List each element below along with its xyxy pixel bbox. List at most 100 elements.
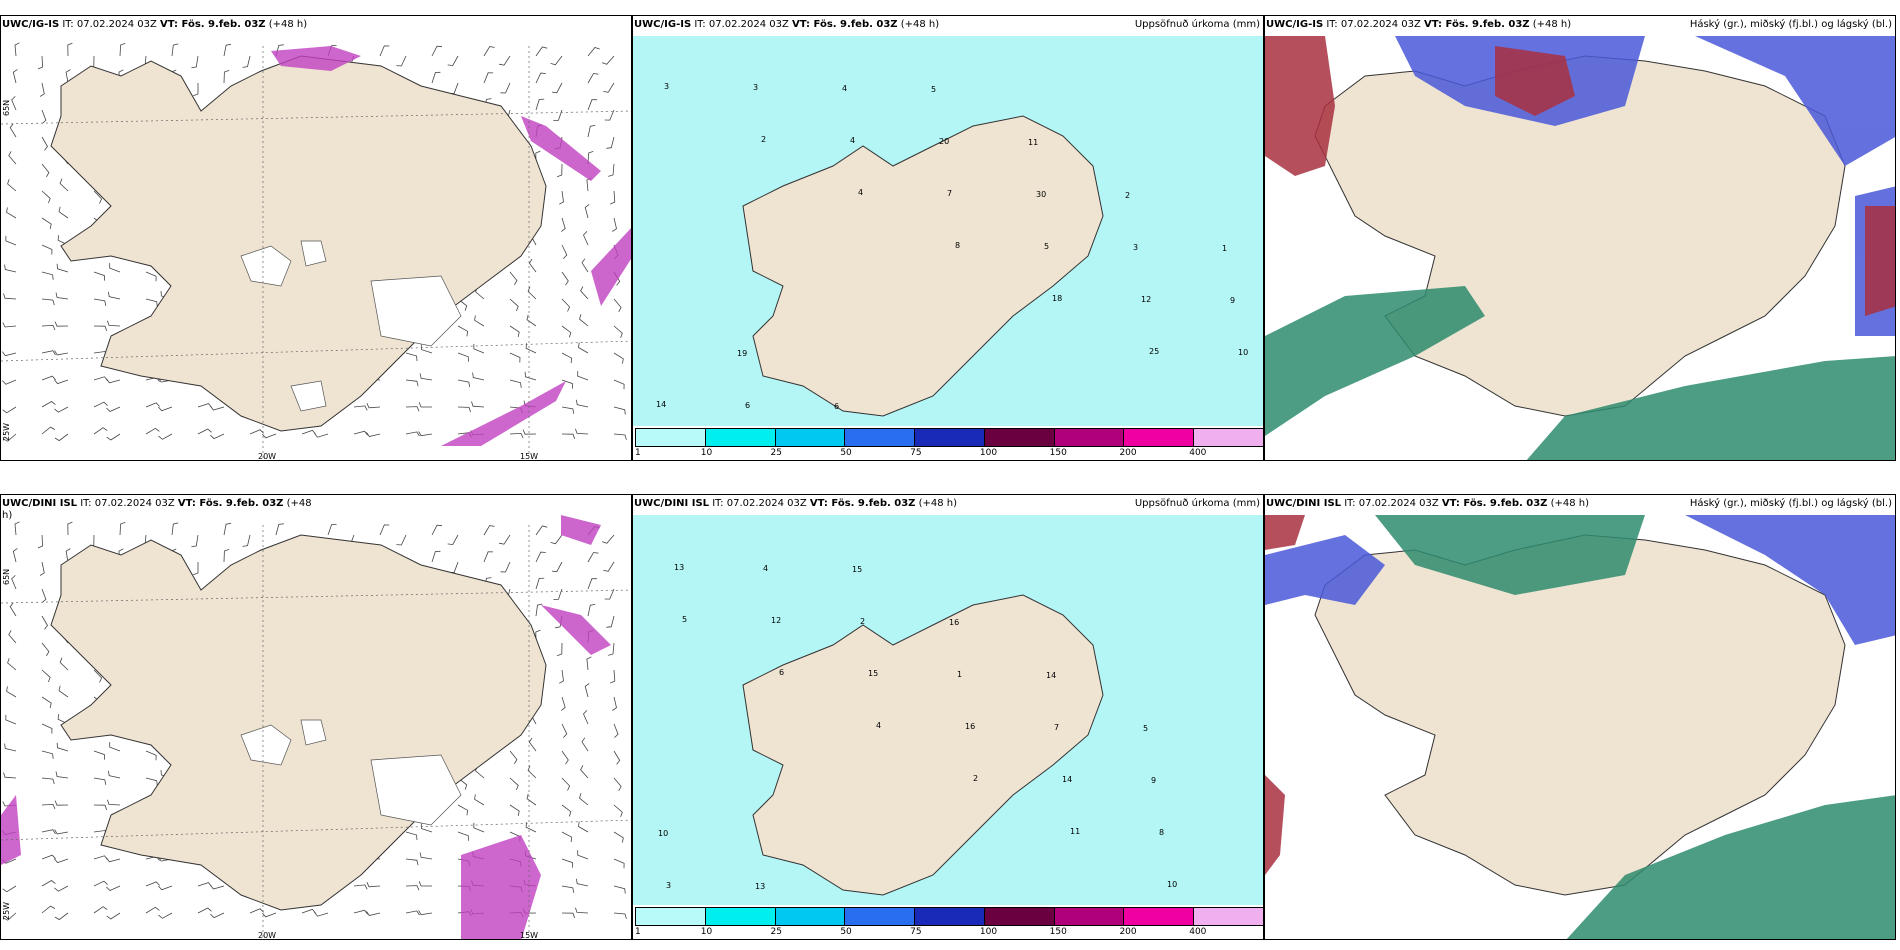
precip-value-label: 3: [666, 881, 671, 890]
wind-barb: [556, 642, 563, 657]
wind-barb: [431, 550, 441, 563]
precip-value-label: 18: [1052, 294, 1062, 303]
wind-barb: [197, 882, 212, 887]
wind-barb: [581, 737, 589, 752]
wind-barb: [145, 271, 157, 282]
wind-barb: [37, 55, 44, 70]
wind-barb: [613, 352, 624, 364]
wind-barb: [418, 910, 433, 916]
glaciers: [240, 240, 462, 412]
wind-barb: [535, 603, 543, 617]
precip-value-label: 9: [1230, 296, 1235, 305]
precip-value-label: 30: [1036, 190, 1046, 199]
precip-value-label: 2: [1125, 191, 1130, 200]
colorbar-swatch: [704, 428, 776, 447]
wind-barb: [575, 428, 589, 435]
wind-barb: [223, 549, 230, 563]
precip-value-label: 11: [1070, 827, 1080, 836]
cloud-map-panel-dini: UWC/DINI ISL IT: 07.02.2024 03Z VT: Fös.…: [1264, 494, 1896, 940]
wind-barb: [603, 561, 615, 572]
wind-barb: [12, 548, 18, 563]
wind-barb: [559, 190, 564, 205]
colorbar-swatch: [1123, 428, 1195, 447]
wind-barb: [54, 350, 69, 356]
wind-barb: [561, 912, 576, 919]
wind-barb: [584, 683, 590, 698]
colorbar-swatch: [704, 907, 776, 926]
wind-barb: [405, 379, 419, 387]
precip-value-label: 15: [852, 565, 862, 574]
panel-header-wrap: h): [2, 510, 13, 521]
wind-barb: [171, 522, 179, 536]
wind-barb: [509, 352, 521, 363]
panel-header: UWC/IG-IS IT: 07.02.2024 03Z VT: Fös. 9.…: [634, 19, 940, 30]
colorbar-swatch: [1123, 907, 1195, 926]
wind-barb: [8, 630, 17, 644]
precip-value-label: 11: [1028, 138, 1038, 147]
wind-barb: [613, 325, 623, 339]
precip-value-label: 2: [761, 135, 766, 144]
colorbar-swatch: [844, 428, 916, 447]
wind-barb: [107, 320, 121, 327]
colorbar-tick: 150: [1049, 927, 1067, 937]
wind-barb: [556, 163, 563, 178]
precip-value-label: 6: [745, 401, 750, 410]
wind-barb: [535, 577, 545, 590]
wind-barb: [41, 696, 52, 708]
wind-barb: [396, 534, 407, 546]
wind-barb: [366, 911, 381, 916]
wind-barb: [561, 406, 575, 414]
wind-barb: [601, 534, 615, 544]
wind-barb: [613, 804, 623, 818]
wind-barb: [509, 325, 520, 337]
colorbar-swatch: [774, 428, 846, 447]
wind-barb: [2, 406, 17, 414]
wind-barb: [500, 561, 511, 573]
wind-barb: [56, 742, 69, 752]
precip-value-label: 4: [763, 564, 768, 573]
lon-label-25w: 25W: [2, 423, 11, 441]
wind-barb: [93, 401, 108, 408]
wind-barb: [37, 534, 44, 549]
precip-map: 5 6 4 2 11 10 13 12 15 16 14 8 3 4 2 1 7 9 10 13 15 16 14 5: [633, 515, 1263, 905]
precip-colorbar: 1 10 25 50 75 100 150 200 400: [635, 428, 1263, 458]
wind-barb: [553, 109, 563, 121]
wind-barb: [301, 429, 316, 435]
wind-barb: [613, 777, 622, 791]
wind-barb: [353, 405, 368, 411]
wind-barb: [405, 910, 420, 916]
colorbar-swatch: [1053, 428, 1125, 447]
wind-barb: [561, 777, 571, 791]
precip-value-label: 14: [656, 400, 666, 409]
wind-barb: [106, 885, 121, 891]
wind-barb: [158, 885, 173, 891]
wind-barb: [353, 430, 368, 436]
wind-barb: [3, 772, 17, 779]
wind-barb: [106, 912, 121, 920]
colorbar-tick: 150: [1049, 448, 1067, 458]
wind-barb: [457, 352, 469, 362]
colorbar-swatch: [1193, 907, 1263, 926]
wind-barb: [58, 206, 69, 219]
grid-lines: [1, 46, 631, 460]
wind-barb: [210, 433, 225, 440]
wind-barb: [41, 854, 56, 860]
wind-barb: [191, 534, 199, 548]
wind-barb: [561, 379, 573, 389]
wind-barb: [509, 298, 519, 312]
wind-barb: [601, 55, 615, 65]
wind-barb: [93, 880, 108, 887]
wind-barb: [39, 82, 45, 97]
wind-barb: [447, 55, 459, 67]
wind-barb: [472, 372, 485, 381]
wind-barb: [158, 406, 173, 412]
wind-barb: [210, 912, 225, 919]
wind-barb: [210, 405, 225, 411]
wind-barb: [41, 669, 51, 683]
wind-barb: [587, 552, 599, 563]
wind-barb: [249, 429, 264, 435]
wind-barb: [119, 522, 126, 536]
colorbar-tick: 75: [910, 927, 922, 937]
wind-barb: [109, 742, 121, 752]
wind-barb: [535, 551, 546, 563]
